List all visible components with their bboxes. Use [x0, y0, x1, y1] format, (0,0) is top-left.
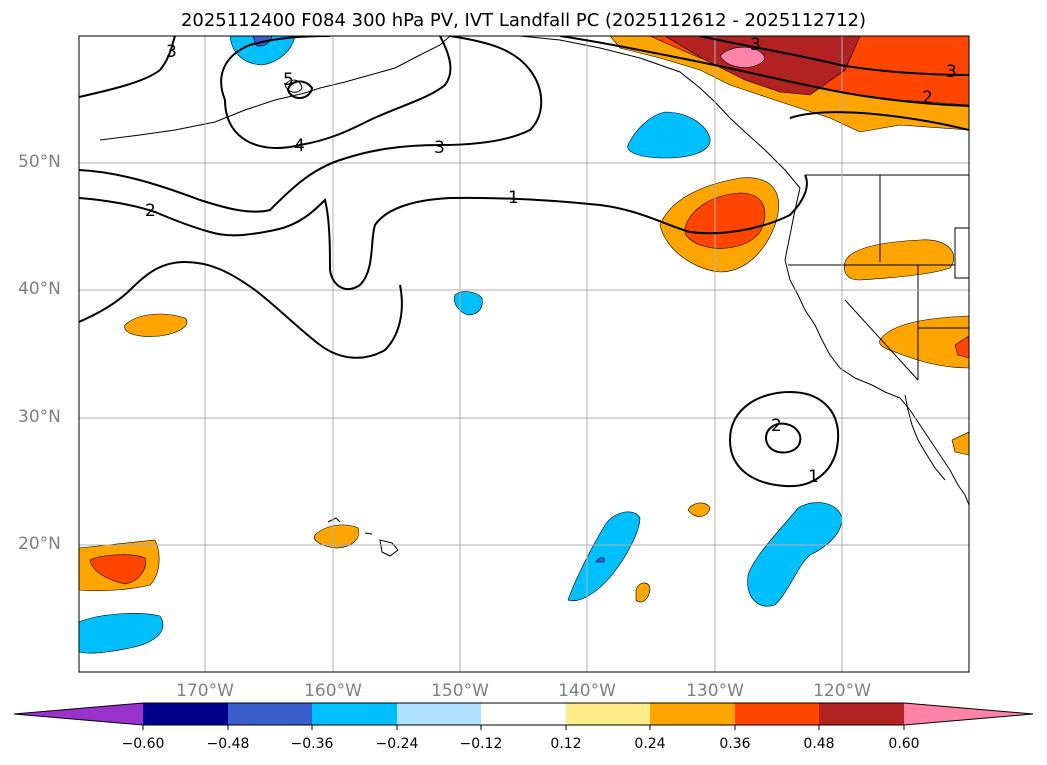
negative-anomaly-fills	[79, 36, 843, 654]
positive-anomaly-fills	[79, 36, 969, 603]
contour-label: 3	[434, 138, 445, 158]
fill-west-tropics-inner	[89, 554, 146, 585]
colorbar-tick-label: 0.36	[719, 736, 751, 752]
colorbar-segment	[566, 703, 650, 725]
colorbar-tick-label: 0.48	[803, 736, 835, 752]
gridlines	[79, 36, 969, 672]
fill-date-line	[124, 313, 188, 337]
fill-gulf-alaska	[627, 111, 711, 159]
contour-label: 3	[166, 42, 177, 62]
fill-utah-inner	[954, 335, 969, 359]
fill-nevada	[844, 239, 955, 281]
colorbar-tick-label: 0.12	[550, 736, 582, 752]
colorbar-extend-low	[14, 703, 143, 725]
contour-label: 4	[294, 136, 305, 156]
colorbar-segment	[143, 703, 228, 725]
fill-bering	[229, 36, 296, 66]
fill-tropics-plume-inner	[595, 557, 605, 563]
pv-contours	[79, 36, 969, 488]
fill-utah	[879, 315, 969, 369]
colorbar-segment	[650, 703, 735, 725]
lon-label: 130°W	[686, 681, 744, 701]
contour-label: 2	[145, 201, 156, 221]
lat-label: 50°N	[18, 152, 61, 172]
coastlines	[99, 36, 969, 557]
colorbar-tick-label: −0.12	[459, 736, 503, 752]
colorbar-segment	[228, 703, 312, 725]
fill-hawaii	[314, 524, 360, 549]
contour-label: 1	[508, 188, 519, 208]
contour-label: 1	[808, 467, 819, 487]
fill-tropics-2	[635, 582, 651, 603]
fill-alaska-coast-peak	[719, 46, 766, 68]
colorbar-segment	[481, 703, 566, 725]
fill-central-pacific	[453, 291, 483, 316]
lat-label: 20°N	[18, 534, 61, 554]
colorbar-segment	[312, 703, 397, 725]
lat-label: 30°N	[18, 407, 61, 427]
colorbar-tick-label: −0.60	[121, 736, 165, 752]
colorbar-tick-label: −0.48	[206, 736, 250, 752]
lon-label: 150°W	[431, 681, 489, 701]
lon-label: 160°W	[304, 681, 362, 701]
fill-tropics-plume	[567, 511, 641, 602]
contour-labels: 3 5 4 3 2 1 2 1 3 2 3	[145, 35, 957, 487]
colorbar-extend-high	[904, 703, 1033, 725]
colorbar-tick-label: −0.24	[375, 736, 419, 752]
contour-label: 5	[283, 70, 294, 90]
colorbar-segment	[735, 703, 819, 725]
fill-tropics-1	[687, 502, 711, 517]
fill-east-tropics	[747, 502, 843, 607]
colorbar-segment	[397, 703, 481, 725]
contour-label: 2	[922, 88, 933, 108]
colorbar-tick-label: 0.24	[634, 736, 666, 752]
contour-label: 2	[771, 416, 782, 436]
colorbar-tick-label: −0.36	[290, 736, 334, 752]
map-frame	[78, 35, 970, 673]
map-title: 2025112400 F084 300 hPa PV, IVT Landfall…	[180, 10, 867, 31]
contour-label: 3	[946, 62, 957, 82]
fill-alaska-coast-core	[664, 36, 861, 96]
fill-west-tropics-neg	[79, 613, 164, 654]
lat-label: 40°N	[18, 279, 61, 299]
colorbar-tick-label: 0.60	[888, 736, 920, 752]
lon-label: 140°W	[558, 681, 616, 701]
contour-label: 3	[750, 35, 761, 55]
lon-label: 120°W	[813, 681, 871, 701]
lon-label: 170°W	[176, 681, 234, 701]
colorbar-segment	[819, 703, 904, 725]
colorbar	[13, 702, 1034, 730]
fill-arizona-edge	[951, 431, 969, 456]
